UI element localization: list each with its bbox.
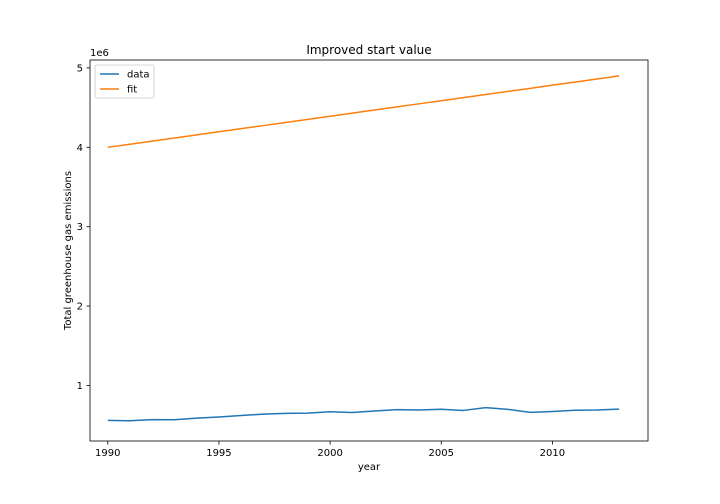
x-axis-label: year [358, 462, 381, 473]
x-tick-label: 1995 [206, 448, 231, 459]
series-line-fit [107, 75, 620, 149]
legend-label-data: data [127, 70, 150, 81]
x-tick-label: 1990 [95, 448, 120, 459]
y-tick-label: 1 [77, 381, 83, 392]
y-axis-offset-label: 1e6 [90, 48, 109, 59]
y-axis-label: Total greenhouse gas emissions [63, 171, 74, 331]
x-tick-label: 2010 [540, 448, 565, 459]
legend: data fit [94, 64, 155, 99]
y-tick-label: 3 [77, 222, 83, 233]
plot-area: 1990 1995 2000 2005 2010 1 2 3 4 5 [77, 63, 620, 459]
y-tick-label: 5 [77, 63, 83, 74]
chart-title: Improved start value [306, 43, 431, 57]
x-tick-label: 2000 [317, 448, 342, 459]
axes-frame [89, 59, 649, 442]
series-line-data [107, 406, 620, 422]
x-tick-label: 2005 [429, 448, 454, 459]
legend-label-fit: fit [127, 85, 137, 96]
y-tick-label: 2 [77, 302, 83, 313]
y-tick-label: 4 [77, 143, 83, 154]
